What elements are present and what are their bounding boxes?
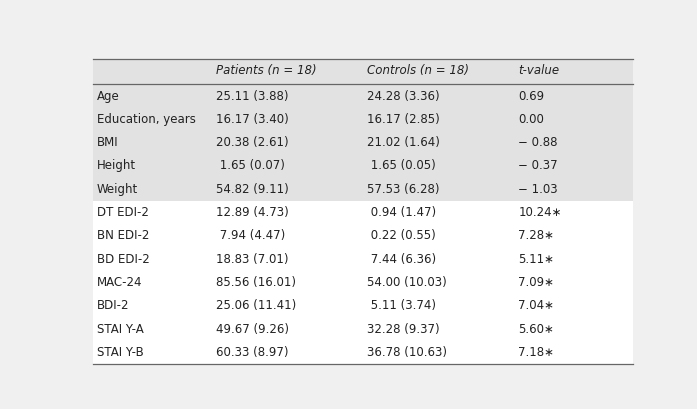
Text: 5.11 (3.74): 5.11 (3.74)	[367, 299, 436, 312]
Bar	[93, 341, 633, 364]
Text: Education, years: Education, years	[97, 113, 196, 126]
Text: t-value: t-value	[518, 64, 559, 76]
Text: 16.17 (2.85): 16.17 (2.85)	[367, 113, 440, 126]
Text: 21.02 (1.64): 21.02 (1.64)	[367, 136, 440, 149]
Bar	[93, 294, 633, 317]
Text: 54.00 (10.03): 54.00 (10.03)	[367, 276, 447, 289]
Bar	[93, 247, 633, 271]
Text: Controls (n = 18): Controls (n = 18)	[367, 64, 469, 76]
Text: 25.11 (3.88): 25.11 (3.88)	[215, 90, 288, 103]
Text: 7.28∗: 7.28∗	[518, 229, 554, 243]
Text: 20.38 (2.61): 20.38 (2.61)	[215, 136, 289, 149]
Text: 25.06 (11.41): 25.06 (11.41)	[215, 299, 296, 312]
Text: 36.78 (10.63): 36.78 (10.63)	[367, 346, 447, 359]
Text: 0.00: 0.00	[518, 113, 544, 126]
Text: 7.94 (4.47): 7.94 (4.47)	[215, 229, 285, 243]
Text: Age: Age	[97, 90, 120, 103]
Text: DT EDI-2: DT EDI-2	[97, 206, 148, 219]
Text: Patients (n = 18): Patients (n = 18)	[215, 64, 316, 76]
Text: STAI Y-A: STAI Y-A	[97, 323, 144, 335]
Text: 1.65 (0.05): 1.65 (0.05)	[367, 160, 436, 173]
Text: − 0.88: − 0.88	[518, 136, 558, 149]
Text: BMI: BMI	[97, 136, 118, 149]
Text: 49.67 (9.26): 49.67 (9.26)	[215, 323, 289, 335]
Text: 85.56 (16.01): 85.56 (16.01)	[215, 276, 296, 289]
Text: 18.83 (7.01): 18.83 (7.01)	[215, 253, 288, 265]
Text: 12.89 (4.73): 12.89 (4.73)	[215, 206, 289, 219]
Text: Height: Height	[97, 160, 136, 173]
Text: − 0.37: − 0.37	[518, 160, 558, 173]
Text: 7.04∗: 7.04∗	[518, 299, 554, 312]
Text: 0.69: 0.69	[518, 90, 544, 103]
Text: BD EDI-2: BD EDI-2	[97, 253, 150, 265]
Text: 0.22 (0.55): 0.22 (0.55)	[367, 229, 436, 243]
Bar	[93, 201, 633, 224]
Text: 7.44 (6.36): 7.44 (6.36)	[367, 253, 436, 265]
Bar	[93, 58, 633, 84]
Bar	[93, 178, 633, 201]
Text: 0.94 (1.47): 0.94 (1.47)	[367, 206, 436, 219]
Bar	[93, 154, 633, 178]
Text: 16.17 (3.40): 16.17 (3.40)	[215, 113, 289, 126]
Text: − 1.03: − 1.03	[518, 183, 558, 196]
Text: 7.18∗: 7.18∗	[518, 346, 554, 359]
Bar	[93, 131, 633, 154]
Text: 1.65 (0.07): 1.65 (0.07)	[215, 160, 284, 173]
Text: 5.60∗: 5.60∗	[518, 323, 554, 335]
Bar	[93, 317, 633, 341]
Text: 24.28 (3.36): 24.28 (3.36)	[367, 90, 440, 103]
Bar	[93, 224, 633, 247]
Text: 57.53 (6.28): 57.53 (6.28)	[367, 183, 439, 196]
Text: 5.11∗: 5.11∗	[518, 253, 554, 265]
Text: BN EDI-2: BN EDI-2	[97, 229, 149, 243]
Text: 10.24∗: 10.24∗	[518, 206, 562, 219]
Text: STAI Y-B: STAI Y-B	[97, 346, 144, 359]
Bar	[93, 84, 633, 108]
Text: MAC-24: MAC-24	[97, 276, 142, 289]
Text: 7.09∗: 7.09∗	[518, 276, 554, 289]
Text: 54.82 (9.11): 54.82 (9.11)	[215, 183, 289, 196]
Bar	[93, 108, 633, 131]
Text: Weight: Weight	[97, 183, 138, 196]
Text: 60.33 (8.97): 60.33 (8.97)	[215, 346, 288, 359]
Text: 32.28 (9.37): 32.28 (9.37)	[367, 323, 440, 335]
Text: BDI-2: BDI-2	[97, 299, 130, 312]
Bar	[93, 271, 633, 294]
